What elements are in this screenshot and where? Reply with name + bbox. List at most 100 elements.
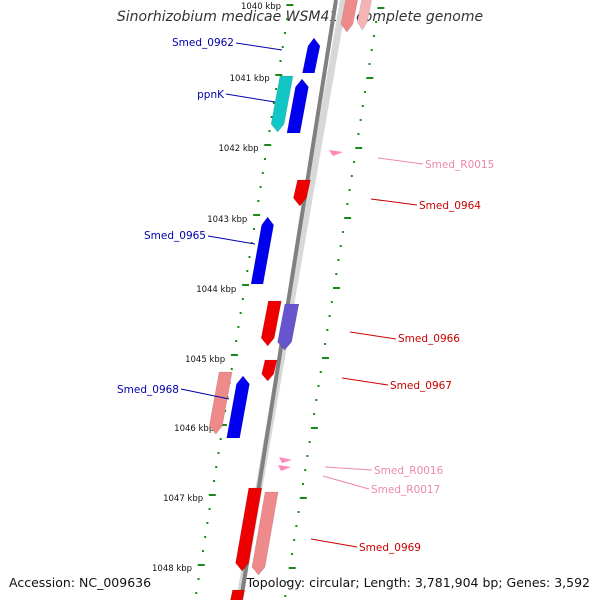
gene-label: Smed_R0015 [425, 159, 494, 171]
kbp-tick-label: 1041 kbp [230, 74, 270, 84]
tick-dot [330, 301, 333, 303]
kbp-tick-label: 1045 kbp [185, 355, 225, 365]
tick-dot [275, 88, 278, 90]
tick-dot [284, 595, 287, 597]
gene-top-partial-2 [356, 0, 372, 31]
tick-dot [272, 102, 275, 104]
gene-label: Smed_0964 [419, 200, 481, 212]
tick-dot [279, 60, 282, 62]
tick-dot [239, 312, 242, 314]
tick-dot [333, 287, 341, 289]
tick-dot [283, 32, 286, 34]
tick-dot [275, 74, 283, 76]
tick-dot [306, 455, 309, 457]
tick-dot [348, 189, 351, 191]
tick-dots [195, 4, 385, 597]
kbp-tick-label: 1048 kbp [152, 564, 192, 574]
kbp-tick-label: 1047 kbp [163, 494, 203, 504]
tick-dot [224, 410, 227, 412]
kbp-tick-label: 1040 kbp [241, 2, 281, 12]
gene-label: Smed_0967 [390, 380, 452, 392]
kbp-tick-label: 1044 kbp [196, 285, 236, 295]
tick-dot [204, 536, 207, 538]
kbp-tick-label: 1046 kbp [174, 424, 214, 434]
gene-smed-0965 [250, 216, 274, 285]
tick-dot [357, 133, 360, 135]
gene-ppnk-neighbor [270, 75, 294, 133]
gene-label: Smed_R0016 [374, 465, 444, 477]
tick-dot [359, 119, 362, 121]
tick-dot [286, 18, 289, 20]
tick-dot [257, 200, 260, 202]
tick-dot [326, 329, 329, 331]
tick-dot [302, 483, 305, 485]
gene-bottom-partial [230, 589, 245, 600]
tick-dot [310, 427, 318, 429]
tick-dot [213, 480, 216, 482]
tick-dot [248, 256, 251, 258]
tick-dot [237, 326, 240, 328]
kbp-tick-label: 1042 kbp [219, 144, 259, 154]
tick-dot [286, 581, 289, 583]
tick-dot [337, 259, 340, 261]
tick-dot [372, 35, 375, 37]
leader-line [370, 198, 418, 206]
tick-dot [335, 273, 338, 275]
gene-smed-0969-neighbor [251, 491, 279, 576]
leader-line [322, 475, 370, 490]
gene-smed-0969 [235, 487, 263, 572]
tick-dot [319, 371, 322, 373]
gene-smed-0967 [261, 359, 278, 382]
tick-dot [366, 77, 374, 79]
leader-line [377, 157, 424, 165]
tick-dot [230, 368, 233, 370]
kbp-tick-label: 1043 kbp [207, 215, 247, 225]
tick-dot [304, 469, 307, 471]
gene-smed-0966 [260, 300, 282, 347]
tick-dot [263, 158, 266, 160]
rna-smed-r0016 [279, 457, 292, 463]
tick-dot [321, 357, 329, 359]
tick-dot [241, 298, 244, 300]
tick-dot [215, 466, 218, 468]
tick-dot [197, 564, 205, 566]
tick-dot [253, 214, 261, 216]
tick-dot [281, 46, 284, 48]
tick-dot [208, 508, 211, 510]
tick-dot [364, 91, 367, 93]
tick-dot [293, 539, 296, 541]
leader-line [180, 388, 230, 400]
tick-dot [355, 147, 363, 149]
gene-labels: Smed_0962 ppnK Smed_R0015 Smed_0964 Smed_096… [117, 37, 494, 554]
tick-dot [350, 175, 353, 177]
tick-dot [346, 203, 349, 205]
gene-smed-0968-neighbor [208, 371, 233, 435]
rna-smed-r0015 [329, 150, 343, 156]
gene-label: Smed_0962 [172, 37, 234, 49]
tick-dot [308, 441, 311, 443]
gene-label: Smed_0969 [359, 542, 421, 554]
tick-dot [219, 424, 227, 426]
genome-title: Sinorhizobium medicae WSM419, complete g… [116, 9, 484, 25]
leader-line [235, 42, 283, 51]
tick-dot [313, 413, 316, 415]
tick-dot [344, 217, 352, 219]
tick-dot [259, 186, 262, 188]
rna-smed-r0017 [278, 465, 291, 471]
leader-line [341, 377, 389, 386]
tick-dot [317, 385, 320, 387]
tick-dot [370, 49, 373, 51]
gene-label: Smed_0965 [144, 230, 206, 242]
leader-line [207, 235, 256, 245]
tick-dot [286, 4, 294, 6]
topology-text: Topology: circular; Length: 3,781,904 bp… [246, 575, 590, 590]
gene-smed-0964 [293, 179, 311, 207]
gene-label: Smed_0966 [398, 333, 460, 345]
gene-smed-0962 [302, 37, 321, 74]
tick-dot [324, 343, 327, 345]
tick-dot [315, 399, 318, 401]
tick-dot [328, 315, 331, 317]
gene-smed-0968 [226, 375, 250, 439]
tick-dot [208, 494, 216, 496]
gene-label: Smed_R0017 [371, 484, 440, 496]
